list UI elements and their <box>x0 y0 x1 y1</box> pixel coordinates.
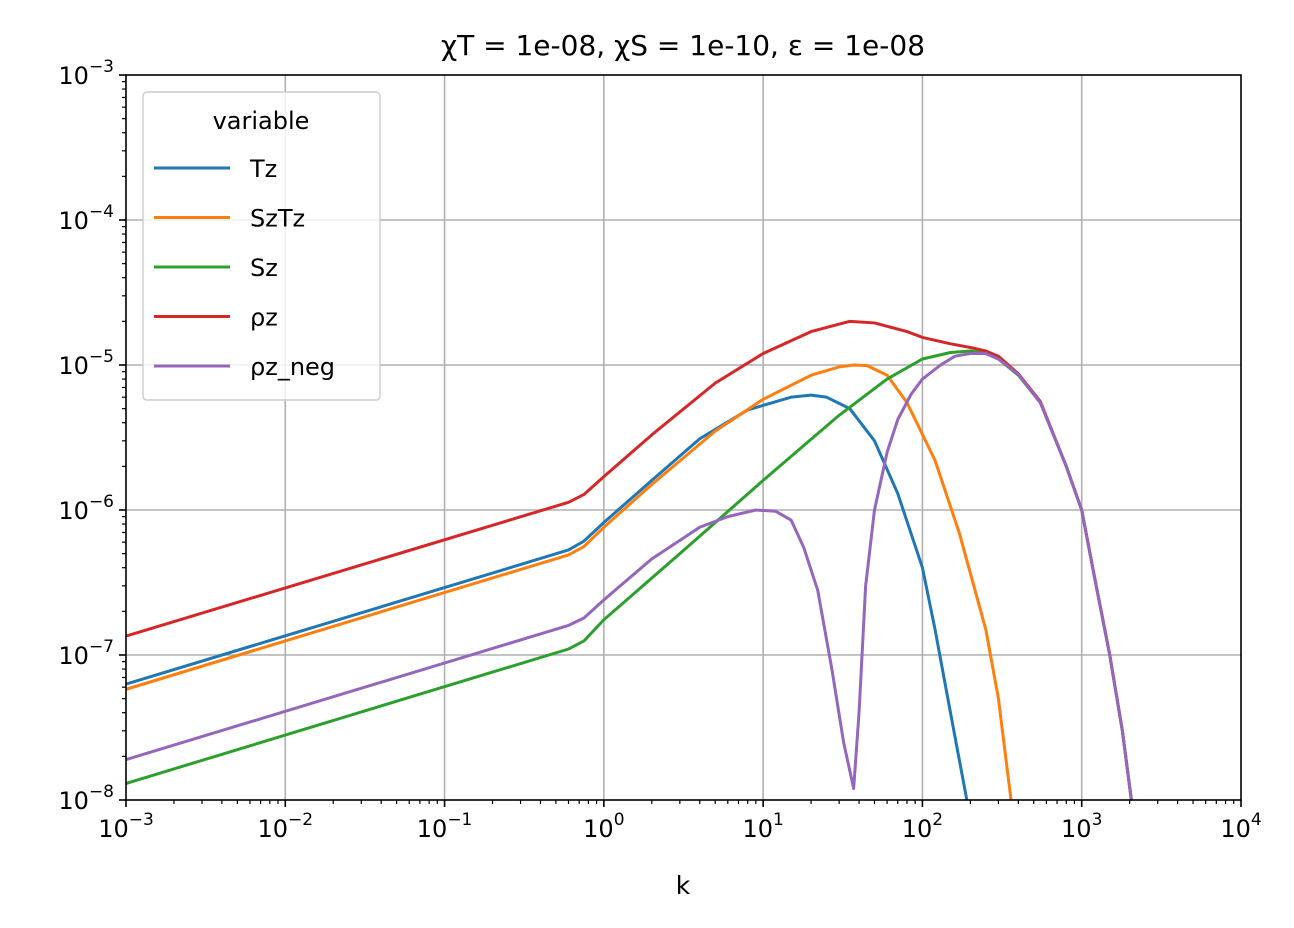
legend-entries: Tz SzTz Sz ρz ρz_neg <box>154 155 335 381</box>
x-tick-label: 10−1 <box>417 810 473 843</box>
x-axis-label: k <box>676 871 691 900</box>
plot-frame <box>125 74 1242 801</box>
x-tick-label: 103 <box>1061 810 1102 843</box>
chart-title: χT = 1e-08, χS = 1e-10, ε = 1e-08 <box>441 29 925 62</box>
legend-title: variable <box>213 107 310 135</box>
y-tick-label: 10−8 <box>58 782 114 815</box>
legend: variable Tz SzTz Sz ρz ρz_neg <box>142 91 381 401</box>
legend-label: ρz_neg <box>250 353 335 381</box>
y-tick-label: 10−4 <box>58 202 114 235</box>
x-tick-label: 10−3 <box>98 810 154 843</box>
y-tick-label: 10−7 <box>58 637 114 670</box>
y-tick-label: 10−5 <box>58 347 114 380</box>
series-lines <box>126 319 1133 800</box>
legend-label: Tz <box>249 155 277 183</box>
x-tick-label: 101 <box>742 810 783 843</box>
y-tick-label: 10−3 <box>58 57 114 90</box>
legend-label: Sz <box>250 254 278 282</box>
series-line-sztz <box>126 363 1013 800</box>
series-line-tz <box>126 393 969 800</box>
legend-label: ρz <box>250 304 278 332</box>
y-tick-labels: 10−8 10−7 10−6 10−5 10−4 10−3 <box>58 57 114 815</box>
legend-label: SzTz <box>250 205 305 233</box>
x-tick-label: 100 <box>583 810 624 843</box>
series-line--z-neg <box>126 352 1133 800</box>
y-tick-label: 10−6 <box>58 492 114 525</box>
x-tick-label: 104 <box>1220 810 1261 843</box>
x-tick-label: 10−2 <box>257 810 313 843</box>
x-tick-labels: 10−3 10−2 10−1 100 101 102 103 104 <box>98 810 1261 843</box>
x-tick-label: 102 <box>902 810 943 843</box>
major-ticks <box>119 74 1242 807</box>
